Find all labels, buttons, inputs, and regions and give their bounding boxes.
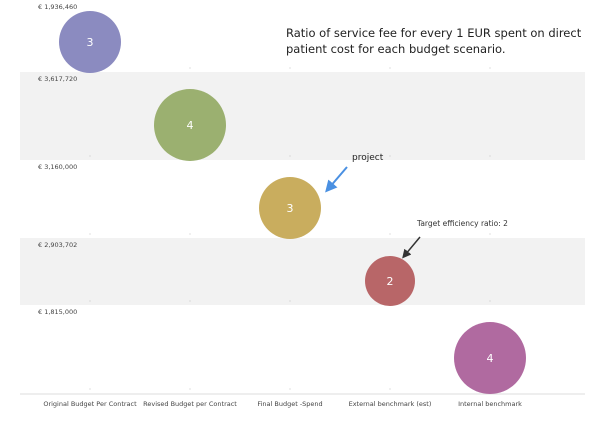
bubble — [365, 256, 415, 306]
bubble-label: 4 — [487, 352, 494, 365]
row-label: € 2,903,702 — [38, 241, 77, 249]
chart-title: Ratio of service fee for every 1 EUR spe… — [286, 26, 582, 56]
row-label: € 3,617,720 — [38, 75, 77, 83]
bubble — [59, 11, 121, 73]
row-band — [20, 72, 585, 160]
row-label: € 3,160,000 — [38, 163, 77, 171]
bubble-label: 3 — [87, 36, 94, 49]
bubble-label: 2 — [387, 275, 394, 288]
row-label: € 1,815,000 — [38, 308, 77, 316]
bubble — [454, 322, 526, 394]
bubble — [154, 89, 226, 161]
annotation-project: project — [352, 153, 384, 163]
row-band — [20, 238, 585, 305]
x-tick-label: External benchmark (est) — [349, 400, 432, 408]
annotation-target: Target efficiency ratio: 2 — [416, 219, 508, 228]
x-tick-label: Original Budget Per Contract — [43, 400, 137, 408]
arrow-icon — [402, 236, 421, 259]
x-tick-label: Revised Budget per Contract — [143, 400, 237, 408]
x-tick-label: Internal benchmark — [458, 400, 522, 408]
x-tick-label: Final Budget -Spend — [257, 400, 322, 408]
arrow-icon — [325, 166, 348, 193]
bubble-label: 4 — [187, 119, 194, 132]
bubble-label: 3 — [287, 202, 294, 215]
bubble — [259, 177, 321, 239]
row-label: € 1,936,460 — [38, 3, 77, 11]
